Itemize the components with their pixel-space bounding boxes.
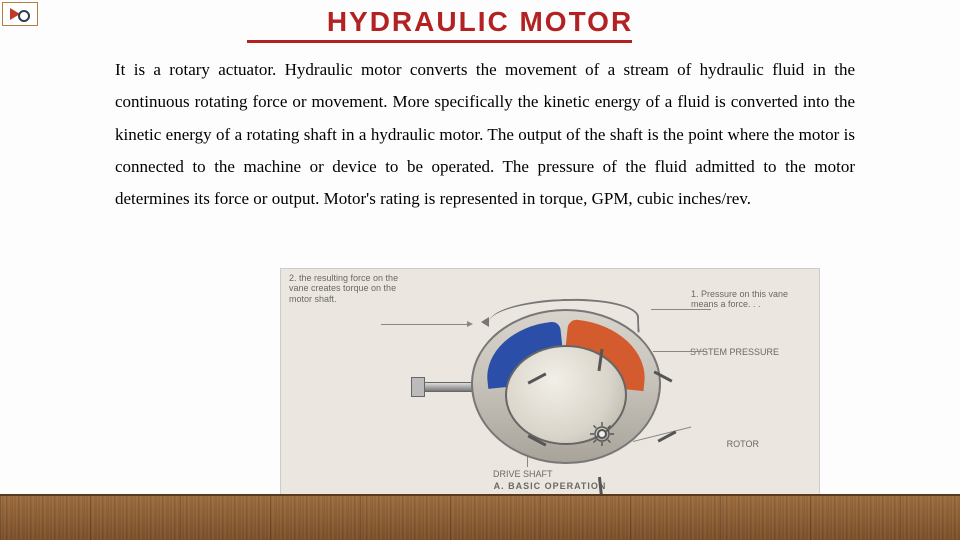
- diagram-note-1: 1. Pressure on this vane means a force. …: [691, 289, 811, 310]
- body-paragraph: It is a rotary actuator. Hydraulic motor…: [115, 54, 855, 215]
- drive-shaft-end: [411, 377, 425, 397]
- leader-system-pressure: [653, 351, 707, 352]
- page-title: HYDRAULIC MOTOR: [0, 6, 960, 38]
- label-drive-shaft: DRIVE SHAFT: [493, 469, 553, 479]
- shaft-hole: [597, 429, 607, 439]
- motor-diagram: 2. the resulting force on the vane creat…: [280, 268, 820, 496]
- label-system-pressure: SYSTEM PRESSURE: [690, 347, 779, 357]
- slide: HYDRAULIC MOTOR It is a rotary actuator.…: [0, 0, 960, 540]
- motor-body: [471, 309, 661, 464]
- diagram-caption: A. BASIC OPERATION: [281, 481, 819, 491]
- diagram-note-2: 2. the resulting force on the vane creat…: [289, 273, 399, 304]
- leader-note2: [381, 324, 467, 325]
- vane: [597, 349, 603, 371]
- title-underline: [247, 40, 632, 43]
- rotor: [505, 345, 627, 445]
- label-rotor: ROTOR: [727, 439, 759, 449]
- vane: [527, 372, 546, 384]
- wood-floor: [0, 494, 960, 540]
